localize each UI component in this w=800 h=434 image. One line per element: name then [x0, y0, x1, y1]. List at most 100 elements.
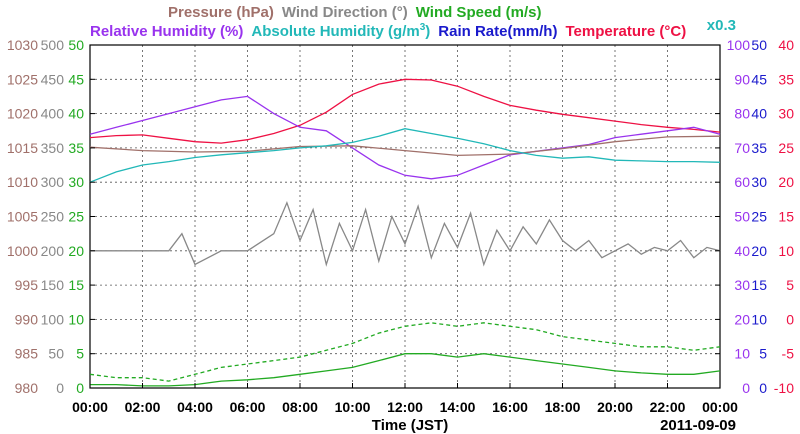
y-tick-humidity: 20: [734, 311, 750, 327]
y-tick-rain: 0: [759, 380, 767, 396]
series-line-1: [89, 95, 721, 180]
x-tick-label: 14:00: [440, 399, 476, 415]
x-axis-label: Time (JST): [372, 417, 448, 434]
y-tick-rain: 20: [751, 243, 767, 259]
y-tick-direction: 300: [41, 174, 65, 190]
y-tick-pressure: 1015: [7, 140, 38, 156]
legend-item: Absolute Humidity (g/m: [251, 23, 419, 40]
y-tick-direction: 100: [41, 311, 65, 327]
x-tick-label: 20:00: [597, 399, 633, 415]
y-tick-speed: 50: [68, 37, 84, 53]
y-tick-rain: 50: [751, 37, 767, 53]
y-tick-humidity: 30: [734, 277, 750, 293]
y-tick-direction: 150: [41, 277, 65, 293]
y-tick-speed: 5: [76, 346, 84, 362]
legend-superscript: 3: [420, 22, 426, 33]
legend-item: Rain Rate(mm/h): [438, 23, 557, 40]
legend-item: Wind Direction (°): [282, 4, 408, 21]
x-tick-label: 06:00: [230, 399, 266, 415]
y-tick-direction: 450: [41, 71, 65, 87]
y-tick-humidity: 40: [734, 243, 750, 259]
x-tick-label: 04:00: [177, 399, 213, 415]
series-line-0: [89, 78, 721, 144]
y-tick-humidity: 60: [734, 174, 750, 190]
y-tick-direction: 250: [41, 209, 65, 225]
y-tick-temperature: 35: [778, 71, 794, 87]
y-tick-humidity: 100: [727, 37, 751, 53]
y-tick-direction: 200: [41, 243, 65, 259]
y-tick-pressure: 985: [15, 346, 39, 362]
y-tick-temperature: 15: [778, 209, 794, 225]
y-tick-direction: 50: [48, 346, 64, 362]
y-tick-pressure: 1025: [7, 71, 38, 87]
y-tick-direction: 500: [41, 37, 65, 53]
y-tick-pressure: 1000: [7, 243, 38, 259]
x-tick-label: 22:00: [650, 399, 686, 415]
y-tick-pressure: 995: [15, 277, 39, 293]
y-tick-humidity: 50: [734, 209, 750, 225]
y-tick-pressure: 980: [15, 380, 39, 396]
y-tick-direction: 0: [56, 380, 64, 396]
y-tick-rain: 10: [751, 311, 767, 327]
y-tick-speed: 30: [68, 174, 84, 190]
y-tick-speed: 0: [76, 380, 84, 396]
y-tick-humidity: 90: [734, 71, 750, 87]
y-tick-rain: 5: [759, 346, 767, 362]
y-tick-speed: 20: [68, 243, 84, 259]
x-tick-label: 00:00: [702, 399, 738, 415]
y-tick-rain: 40: [751, 106, 767, 122]
y-tick-humidity: 70: [734, 140, 750, 156]
x-tick-label: 18:00: [545, 399, 581, 415]
series-line-5: [89, 322, 721, 382]
series-line-2: [89, 135, 721, 157]
y-tick-pressure: 1005: [7, 209, 38, 225]
y-tick-temperature: 20: [778, 174, 794, 190]
y-tick-speed: 45: [68, 71, 84, 87]
x-tick-label: 12:00: [387, 399, 423, 415]
y-tick-rain: 30: [751, 174, 767, 190]
legend-item: Pressure (hPa): [168, 4, 274, 21]
y-tick-rain: 15: [751, 277, 767, 293]
y-tick-rain: 25: [751, 209, 767, 225]
y-tick-temperature: 5: [786, 277, 794, 293]
y-tick-speed: 10: [68, 311, 84, 327]
y-tick-speed: 40: [68, 106, 84, 122]
x-tick-label: 00:00: [72, 399, 108, 415]
legend-item: Wind Speed (m/s): [416, 4, 542, 21]
y-tick-pressure: 990: [15, 311, 39, 327]
x-tick-label: 02:00: [125, 399, 161, 415]
legend-close: ): [425, 23, 430, 40]
y-tick-pressure: 1020: [7, 106, 38, 122]
y-tick-direction: 400: [41, 106, 65, 122]
y-tick-temperature: 10: [778, 243, 794, 259]
legend-scale-note: x0.3: [707, 17, 736, 34]
y-tick-temperature: 0: [786, 311, 794, 327]
y-tick-speed: 15: [68, 277, 84, 293]
series-line-3: [89, 128, 721, 183]
y-tick-temperature: 25: [778, 140, 794, 156]
grid: [90, 45, 720, 388]
date-label: 2011-09-09: [660, 417, 736, 434]
y-tick-temperature: 30: [778, 106, 794, 122]
y-tick-humidity: 80: [734, 106, 750, 122]
y-tick-pressure: 1030: [7, 37, 38, 53]
y-tick-temperature: -10: [774, 380, 794, 396]
x-tick-label: 10:00: [335, 399, 371, 415]
legend-row-1: Pressure (hPa) Wind Direction (°) Wind Spe…: [168, 4, 541, 21]
legend-item: Temperature (°C): [565, 23, 686, 40]
y-axis-ticks: 9809859909951000100510101015102010251030…: [7, 37, 794, 396]
y-tick-speed: 35: [68, 140, 84, 156]
y-tick-temperature: -5: [782, 346, 795, 362]
y-tick-pressure: 1010: [7, 174, 38, 190]
y-tick-speed: 25: [68, 209, 84, 225]
y-tick-humidity: 10: [734, 346, 750, 362]
y-tick-rain: 45: [751, 71, 767, 87]
y-tick-temperature: 40: [778, 37, 794, 53]
y-tick-rain: 35: [751, 140, 767, 156]
x-tick-label: 08:00: [282, 399, 318, 415]
series-line-4: [90, 200, 721, 267]
y-tick-direction: 350: [41, 140, 65, 156]
x-tick-label: 16:00: [492, 399, 528, 415]
legend-item: Relative Humidity (%): [90, 23, 243, 40]
